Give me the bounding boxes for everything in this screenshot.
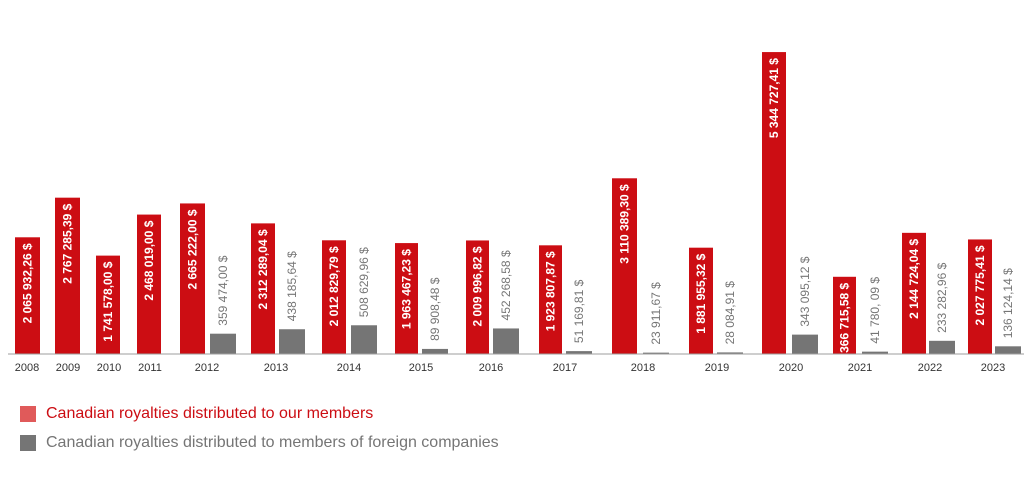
x-tick-label-2012: 2012 [195, 362, 219, 374]
bar-foreign-2021 [862, 351, 888, 354]
x-tick-label-2019: 2019 [705, 362, 729, 374]
value-label-foreign-2013: 438 185,64 $ [285, 251, 299, 321]
bar-members-2009 [55, 197, 80, 354]
bar-members-2012 [180, 203, 205, 354]
bar-foreign-2012 [210, 333, 236, 354]
legend-label-foreign-companies: Canadian royalties distributed to member… [46, 434, 499, 451]
bar-members-2011 [137, 214, 161, 354]
legend-label-canadian-members: Canadian royalties distributed to our me… [46, 405, 374, 422]
value-label-members-2014: 2 012 829,79 $ [327, 246, 341, 326]
value-label-foreign-2012: 359 474,00 $ [216, 255, 230, 325]
x-tick-label-2023: 2023 [981, 362, 1005, 374]
bar-members-2016 [466, 240, 489, 354]
x-tick-label-2022: 2022 [918, 362, 942, 374]
bar-members-2019 [689, 247, 713, 354]
legend-item-foreign-companies: Canadian royalties distributed to member… [20, 433, 499, 453]
value-label-foreign-2023: 136 124,14 $ [1001, 268, 1015, 338]
value-label-members-2011: 2 468 019,00 $ [142, 220, 156, 300]
value-label-foreign-2019: 28 084,91 $ [723, 281, 737, 345]
bar-foreign-2018 [643, 352, 669, 354]
bar-members-2010 [96, 255, 120, 354]
value-label-members-2017: 1 923 807,87 $ [544, 251, 558, 331]
bar-members-2021 [833, 276, 856, 354]
bars-layer [15, 52, 1021, 354]
value-label-foreign-2020: 343 095,12 $ [798, 256, 812, 326]
value-label-members-2013: 2 312 289,04 $ [256, 229, 270, 309]
value-label-foreign-2022: 233 282,96 $ [935, 262, 949, 332]
x-tick-label-2010: 2010 [97, 362, 121, 374]
value-label-members-2012: 2 665 222,00 $ [186, 209, 200, 289]
legend-item-canadian-members: Canadian royalties distributed to our me… [20, 404, 499, 424]
value-label-foreign-2016: 452 268,58 $ [499, 250, 513, 320]
bar-chart: 2 065 932,26 $ 2 767 285,39 $ 1 741 578,00… [8, 52, 1024, 374]
x-tick-label-2013: 2013 [264, 362, 288, 374]
legend-swatch-gray [20, 435, 36, 451]
x-tick-label-2017: 2017 [553, 362, 577, 374]
value-label-foreign-2015: 89 908,48 $ [428, 277, 442, 341]
value-label-foreign-2021: 41 780, 09 $ [868, 277, 882, 344]
bar-foreign-2019 [717, 352, 743, 354]
bar-members-2020 [762, 52, 786, 354]
bar-foreign-2020 [792, 334, 818, 354]
value-label-foreign-2014: 508 629,96 $ [357, 247, 371, 317]
bar-members-2017 [539, 245, 562, 354]
bar-members-2023 [968, 239, 992, 354]
bar-members-2014 [322, 240, 346, 354]
value-label-members-2009: 2 767 285,39 $ [61, 203, 75, 283]
bar-members-2013 [251, 223, 275, 354]
value-label-members-2020: 5 344 727,41 $ [767, 58, 781, 138]
value-label-members-2008: 2 065 932,26 $ [21, 243, 35, 323]
x-tick-labels: 2008 2009 2010 2011 2012 2013 2014 2015 2016 2017… [15, 362, 1005, 374]
bar-members-2018 [612, 178, 637, 354]
value-label-members-2022: 2 144 724,04 $ [907, 239, 921, 319]
legend: Canadian royalties distributed to our me… [20, 404, 499, 462]
bar-foreign-2013 [279, 329, 305, 354]
value-label-members-2023: 2 027 775,41 $ [973, 245, 987, 325]
value-label-foreign-2018: 23 911,67 $ [649, 282, 663, 345]
x-tick-label-2016: 2016 [479, 362, 503, 374]
x-tick-label-2021: 2021 [848, 362, 872, 374]
bar-members-2022 [902, 232, 926, 354]
legend-swatch-red [20, 406, 36, 422]
x-tick-label-2015: 2015 [409, 362, 433, 374]
x-tick-label-2020: 2020 [779, 362, 803, 374]
value-label-members-2010: 1 741 578,00 $ [101, 261, 115, 341]
x-tick-label-2014: 2014 [337, 362, 361, 374]
bar-members-2015 [395, 243, 418, 354]
bar-foreign-2022 [929, 340, 955, 354]
value-labels-layer: 2 065 932,26 $ 2 767 285,39 $ 1 741 578,00… [21, 58, 1016, 363]
bar-foreign-2023 [995, 346, 1021, 354]
bar-foreign-2014 [351, 325, 377, 354]
x-tick-label-2008: 2008 [15, 362, 39, 374]
value-label-members-2015: 1 963 467,23 $ [400, 249, 414, 329]
value-label-members-2021: 1 366 715,58 $ [838, 282, 852, 362]
x-tick-label-2011: 2011 [138, 362, 162, 374]
bar-members-2008 [15, 237, 40, 354]
value-label-members-2019: 1 881 955,32 $ [694, 253, 708, 333]
x-tick-label-2009: 2009 [56, 362, 80, 374]
value-label-members-2018: 3 110 389,30 $ [618, 184, 632, 264]
bar-foreign-2016 [493, 328, 519, 354]
value-label-members-2016: 2 009 996,82 $ [471, 246, 485, 326]
bar-foreign-2015 [422, 348, 448, 354]
bar-foreign-2017 [566, 351, 592, 354]
x-tick-label-2018: 2018 [631, 362, 655, 374]
value-label-foreign-2017: 51 169,81 $ [572, 279, 586, 343]
